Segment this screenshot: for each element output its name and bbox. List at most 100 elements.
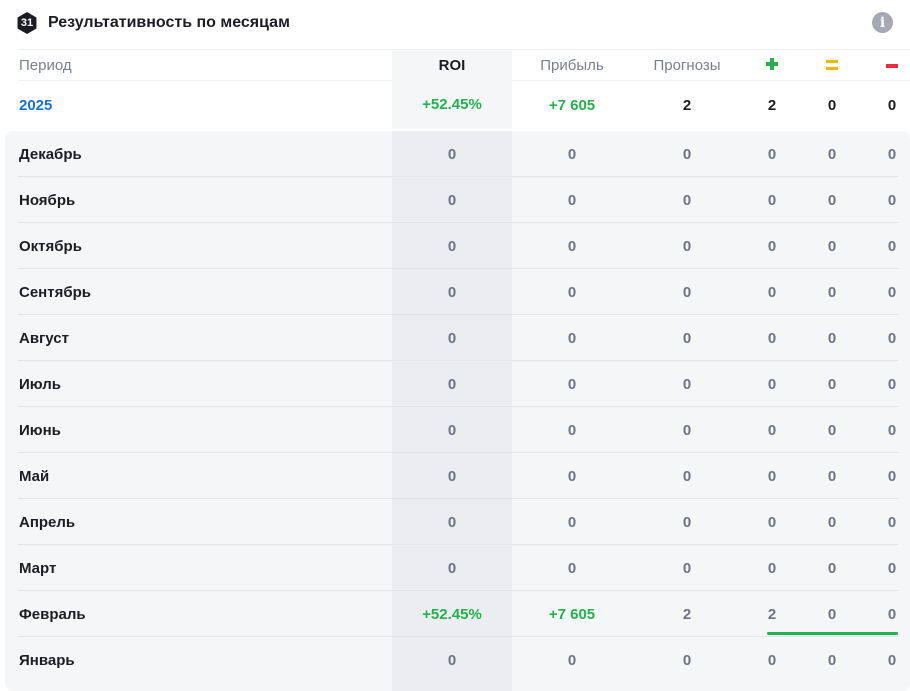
month-forecasts: 0 bbox=[682, 283, 692, 301]
month-draws: 0 bbox=[827, 651, 837, 669]
month-row[interactable]: Август 0 0 0 0 0 0 bbox=[5, 315, 910, 361]
month-roi: 0 bbox=[447, 145, 457, 163]
month-roi: 0 bbox=[447, 237, 457, 255]
info-icon[interactable]: i bbox=[872, 12, 893, 33]
month-draws: 0 bbox=[827, 237, 837, 255]
month-losses: 0 bbox=[887, 421, 897, 439]
month-losses: 0 bbox=[887, 605, 897, 623]
month-draws: 0 bbox=[827, 375, 837, 393]
month-label: Октябрь bbox=[19, 237, 82, 255]
month-draws: 0 bbox=[827, 467, 837, 485]
row-divider bbox=[18, 544, 898, 545]
row-divider bbox=[18, 222, 898, 223]
month-forecasts: 0 bbox=[682, 467, 692, 485]
month-row[interactable]: Май 0 0 0 0 0 0 bbox=[5, 453, 910, 499]
month-label: Июль bbox=[19, 375, 61, 393]
month-row[interactable]: Октябрь 0 0 0 0 0 0 bbox=[5, 223, 910, 269]
month-label: Ноябрь bbox=[19, 191, 76, 209]
year-label[interactable]: 2025 bbox=[19, 96, 53, 114]
month-wins: 0 bbox=[767, 559, 777, 577]
month-losses: 0 bbox=[887, 145, 897, 163]
equals-icon bbox=[826, 60, 838, 70]
month-roi: 0 bbox=[447, 559, 457, 577]
column-draws[interactable] bbox=[802, 57, 862, 74]
month-row[interactable]: Январь 0 0 0 0 0 0 bbox=[5, 637, 910, 683]
month-wins: 0 bbox=[767, 237, 777, 255]
month-roi: 0 bbox=[447, 421, 457, 439]
column-losses[interactable] bbox=[862, 57, 910, 74]
year-forecasts: 2 bbox=[682, 96, 692, 114]
month-draws: 0 bbox=[827, 145, 837, 163]
month-losses: 0 bbox=[887, 559, 897, 577]
month-profit: 0 bbox=[567, 467, 577, 485]
month-row[interactable]: Апрель 0 0 0 0 0 0 bbox=[5, 499, 910, 545]
month-profit: 0 bbox=[567, 329, 577, 347]
month-forecasts: 0 bbox=[682, 145, 692, 163]
row-divider bbox=[18, 314, 898, 315]
column-forecasts[interactable]: Прогнозы bbox=[653, 57, 721, 74]
column-profit[interactable]: Прибыль bbox=[540, 57, 604, 74]
month-profit: 0 bbox=[567, 375, 577, 393]
month-label: Август bbox=[19, 329, 69, 347]
month-row[interactable]: Февраль +52.45% +7 605 2 2 0 0 bbox=[5, 591, 910, 637]
month-roi: 0 bbox=[447, 375, 457, 393]
month-losses: 0 bbox=[887, 191, 897, 209]
column-roi[interactable]: ROI bbox=[392, 50, 512, 81]
month-wins: 0 bbox=[767, 283, 777, 301]
month-forecasts: 0 bbox=[682, 513, 692, 531]
month-label: Январь bbox=[19, 651, 75, 669]
widget-title: Результативность по месяцам bbox=[48, 14, 290, 31]
month-roi: 0 bbox=[447, 651, 457, 669]
month-forecasts: 0 bbox=[682, 421, 692, 439]
month-draws: 0 bbox=[827, 605, 837, 623]
month-roi: 0 bbox=[447, 283, 457, 301]
row-divider bbox=[18, 360, 898, 361]
month-label: Декабрь bbox=[19, 145, 82, 163]
month-losses: 0 bbox=[887, 513, 897, 531]
plus-icon bbox=[766, 58, 778, 70]
month-roi: +52.45% bbox=[422, 605, 482, 623]
month-profit: 0 bbox=[567, 513, 577, 531]
month-profit: +7 605 bbox=[548, 605, 596, 623]
month-losses: 0 bbox=[887, 651, 897, 669]
row-divider bbox=[18, 176, 898, 177]
month-forecasts: 0 bbox=[682, 651, 692, 669]
roi-column-highlight bbox=[392, 131, 512, 691]
month-row[interactable]: Март 0 0 0 0 0 0 bbox=[5, 545, 910, 591]
month-wins: 0 bbox=[767, 421, 777, 439]
month-forecasts: 0 bbox=[682, 559, 692, 577]
month-profit: 0 bbox=[567, 237, 577, 255]
month-profit: 0 bbox=[567, 191, 577, 209]
year-profit: +7 605 bbox=[548, 96, 596, 114]
month-roi: 0 bbox=[447, 513, 457, 531]
month-row[interactable]: Декабрь 0 0 0 0 0 0 bbox=[5, 131, 910, 177]
row-divider bbox=[18, 498, 898, 499]
month-roi: 0 bbox=[447, 467, 457, 485]
column-period[interactable]: Период bbox=[19, 57, 72, 74]
month-row[interactable]: Июнь 0 0 0 0 0 0 bbox=[5, 407, 910, 453]
month-forecasts: 0 bbox=[682, 375, 692, 393]
month-wins: 0 bbox=[767, 329, 777, 347]
month-draws: 0 bbox=[827, 329, 837, 347]
month-label: Апрель bbox=[19, 513, 76, 531]
month-losses: 0 bbox=[887, 237, 897, 255]
month-row[interactable]: Июль 0 0 0 0 0 0 bbox=[5, 361, 910, 407]
month-forecasts: 2 bbox=[682, 605, 692, 623]
month-losses: 0 bbox=[887, 283, 897, 301]
year-row[interactable]: 2025 +52.45% +7 605 2 2 0 0 bbox=[0, 81, 910, 129]
month-roi: 0 bbox=[447, 329, 457, 347]
month-wins: 0 bbox=[767, 651, 777, 669]
month-label: Июнь bbox=[19, 421, 61, 439]
month-wins: 0 bbox=[767, 145, 777, 163]
month-wins: 0 bbox=[767, 513, 777, 531]
month-losses: 0 bbox=[887, 375, 897, 393]
month-profit: 0 bbox=[567, 145, 577, 163]
month-row[interactable]: Сентябрь 0 0 0 0 0 0 bbox=[5, 269, 910, 315]
row-divider bbox=[18, 590, 898, 591]
column-wins[interactable] bbox=[742, 57, 802, 74]
minus-icon bbox=[886, 64, 898, 69]
month-roi: 0 bbox=[447, 191, 457, 209]
win-ratio-bar bbox=[767, 632, 898, 635]
month-row[interactable]: Ноябрь 0 0 0 0 0 0 bbox=[5, 177, 910, 223]
month-losses: 0 bbox=[887, 467, 897, 485]
